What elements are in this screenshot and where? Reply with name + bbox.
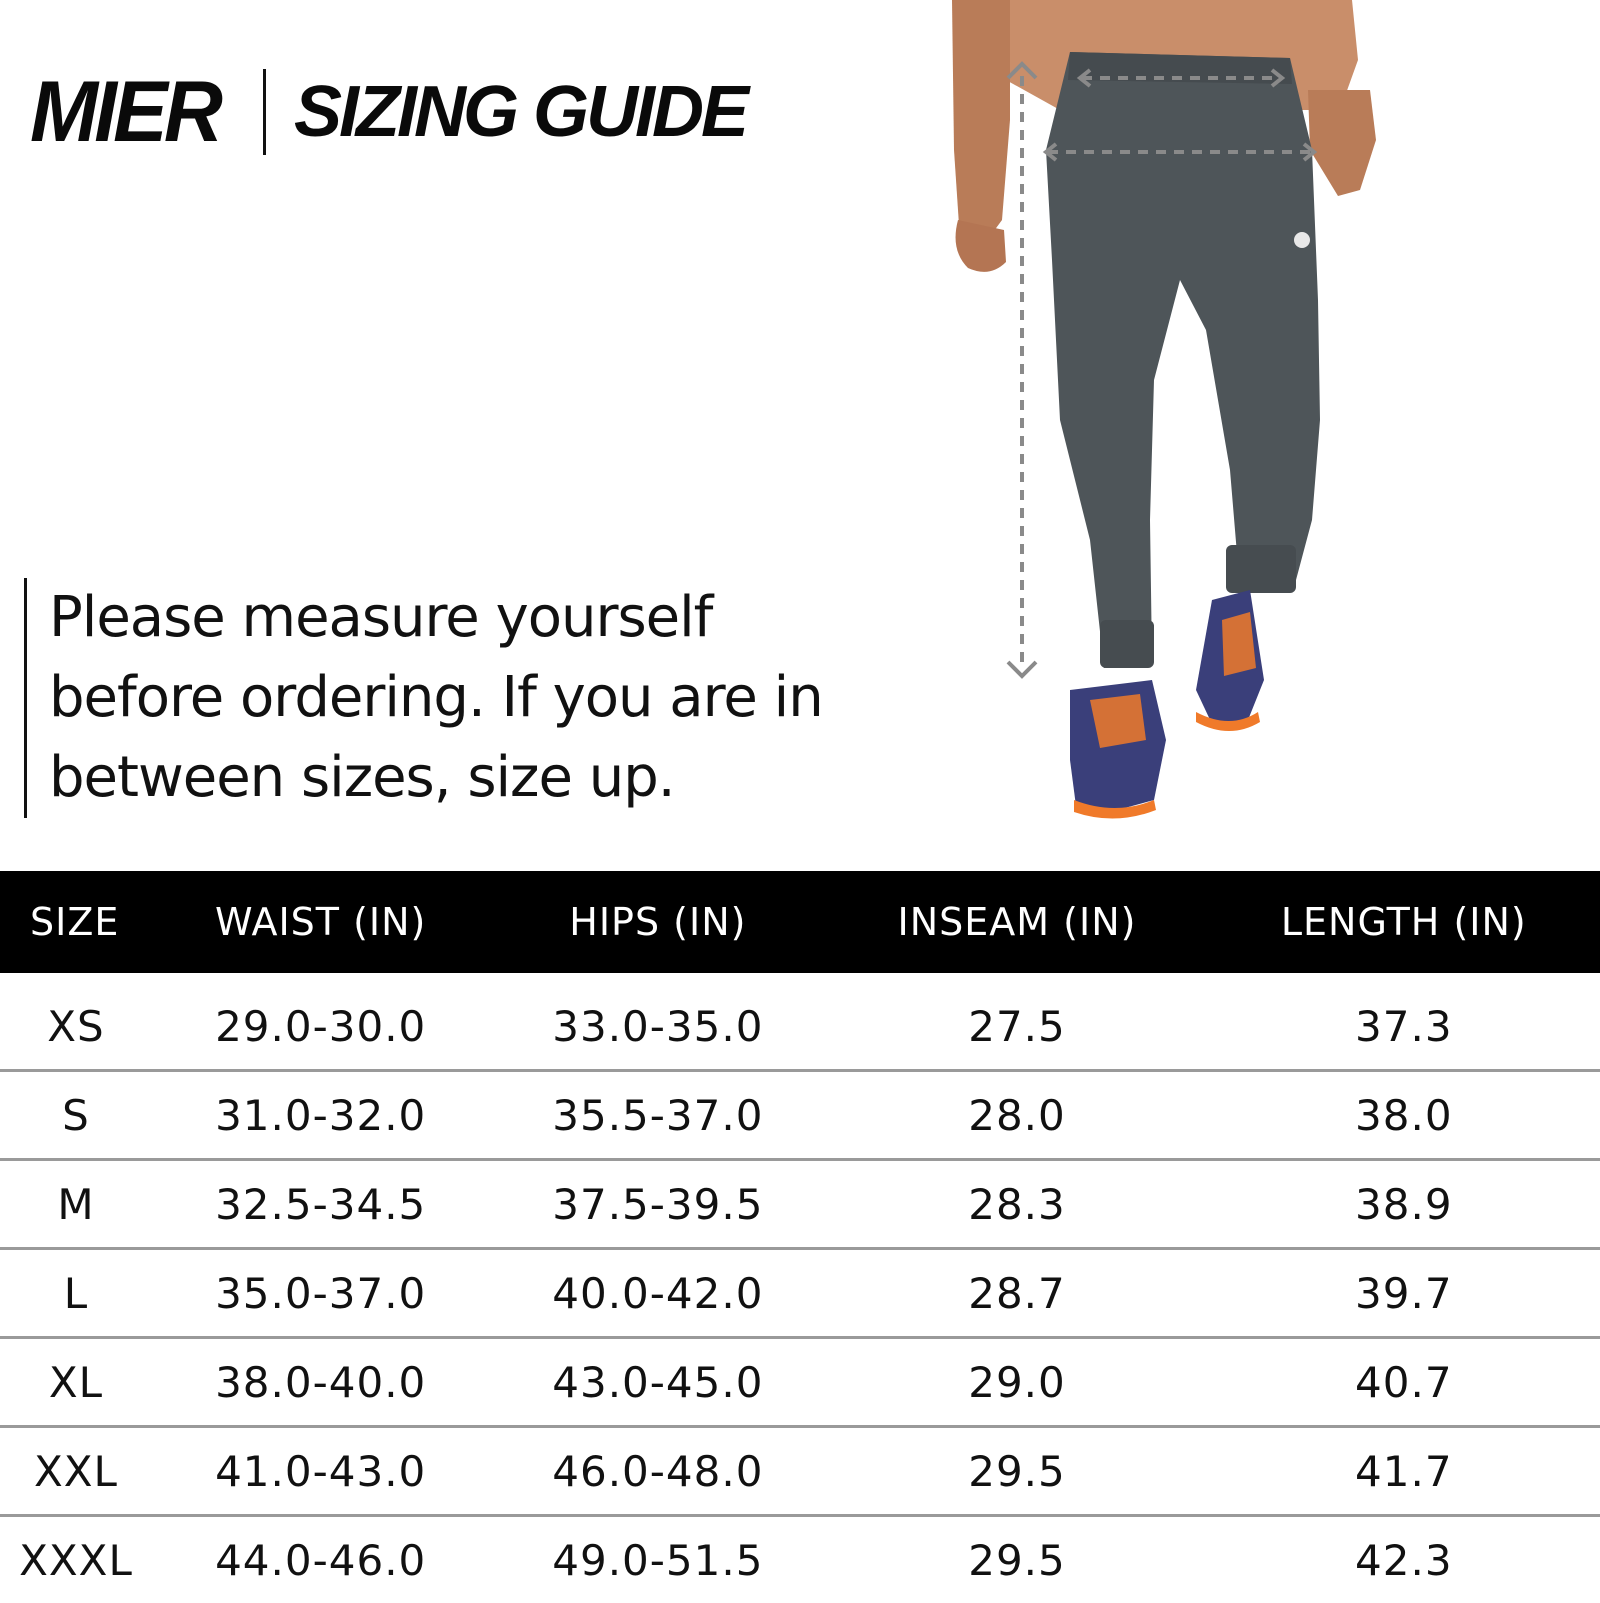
table-row: M 32.5-34.5 37.5-39.5 28.3 38.9 (0, 1160, 1600, 1249)
cell-hips: 49.0-51.5 (489, 1516, 826, 1603)
cell-length: 38.0 (1208, 1071, 1600, 1160)
cell-inseam: 27.5 (826, 973, 1207, 1071)
cell-inseam: 28.0 (826, 1071, 1207, 1160)
cell-size: S (0, 1071, 152, 1160)
cell-size: XXXL (0, 1516, 152, 1603)
brand-logo: MIER (30, 63, 219, 162)
cell-length: 39.7 (1208, 1249, 1600, 1338)
cell-size: M (0, 1160, 152, 1249)
cell-hips: 37.5-39.5 (489, 1160, 826, 1249)
cell-inseam: 28.7 (826, 1249, 1207, 1338)
model-pants-illustration (940, 0, 1420, 830)
cell-hips: 35.5-37.0 (489, 1071, 826, 1160)
cell-size: XL (0, 1338, 152, 1427)
page-title: SIZING GUIDE (294, 71, 746, 153)
cell-waist: 32.5-34.5 (152, 1160, 489, 1249)
header-divider (263, 69, 266, 155)
cell-inseam: 29.5 (826, 1516, 1207, 1603)
cell-length: 38.9 (1208, 1160, 1600, 1249)
size-chart-table: SIZE WAIST (IN) HIPS (IN) INSEAM (IN) LE… (0, 871, 1600, 1603)
cell-waist: 38.0-40.0 (152, 1338, 489, 1427)
measure-note: Please measure yourself before ordering.… (24, 578, 879, 818)
column-header-waist: WAIST (IN) (152, 871, 489, 973)
table-row: L 35.0-37.0 40.0-42.0 28.7 39.7 (0, 1249, 1600, 1338)
cell-hips: 40.0-42.0 (489, 1249, 826, 1338)
cell-waist: 29.0-30.0 (152, 973, 489, 1071)
table-row: XXL 41.0-43.0 46.0-48.0 29.5 41.7 (0, 1427, 1600, 1516)
table-row: XXXL 44.0-46.0 49.0-51.5 29.5 42.3 (0, 1516, 1600, 1603)
table-row: S 31.0-32.0 35.5-37.0 28.0 38.0 (0, 1071, 1600, 1160)
cell-hips: 46.0-48.0 (489, 1427, 826, 1516)
column-header-hips: HIPS (IN) (489, 871, 826, 973)
table-header-row: SIZE WAIST (IN) HIPS (IN) INSEAM (IN) LE… (0, 871, 1600, 973)
cell-inseam: 29.5 (826, 1427, 1207, 1516)
header: MIER SIZING GUIDE (30, 62, 746, 162)
table-row: XS 29.0-30.0 33.0-35.0 27.5 37.3 (0, 973, 1600, 1071)
cell-length: 40.7 (1208, 1338, 1600, 1427)
cell-waist: 41.0-43.0 (152, 1427, 489, 1516)
cell-waist: 44.0-46.0 (152, 1516, 489, 1603)
column-header-inseam: INSEAM (IN) (826, 871, 1207, 973)
cell-waist: 35.0-37.0 (152, 1249, 489, 1338)
table-row: XL 38.0-40.0 43.0-45.0 29.0 40.7 (0, 1338, 1600, 1427)
cell-length: 42.3 (1208, 1516, 1600, 1603)
column-header-size: SIZE (0, 871, 152, 973)
cell-size: XXL (0, 1427, 152, 1516)
column-header-length: LENGTH (IN) (1208, 871, 1600, 973)
cell-length: 37.3 (1208, 973, 1600, 1071)
cell-hips: 33.0-35.0 (489, 973, 826, 1071)
cell-size: XS (0, 973, 152, 1071)
cell-waist: 31.0-32.0 (152, 1071, 489, 1160)
cell-inseam: 29.0 (826, 1338, 1207, 1427)
cell-length: 41.7 (1208, 1427, 1600, 1516)
cell-inseam: 28.3 (826, 1160, 1207, 1249)
cell-hips: 43.0-45.0 (489, 1338, 826, 1427)
cell-size: L (0, 1249, 152, 1338)
